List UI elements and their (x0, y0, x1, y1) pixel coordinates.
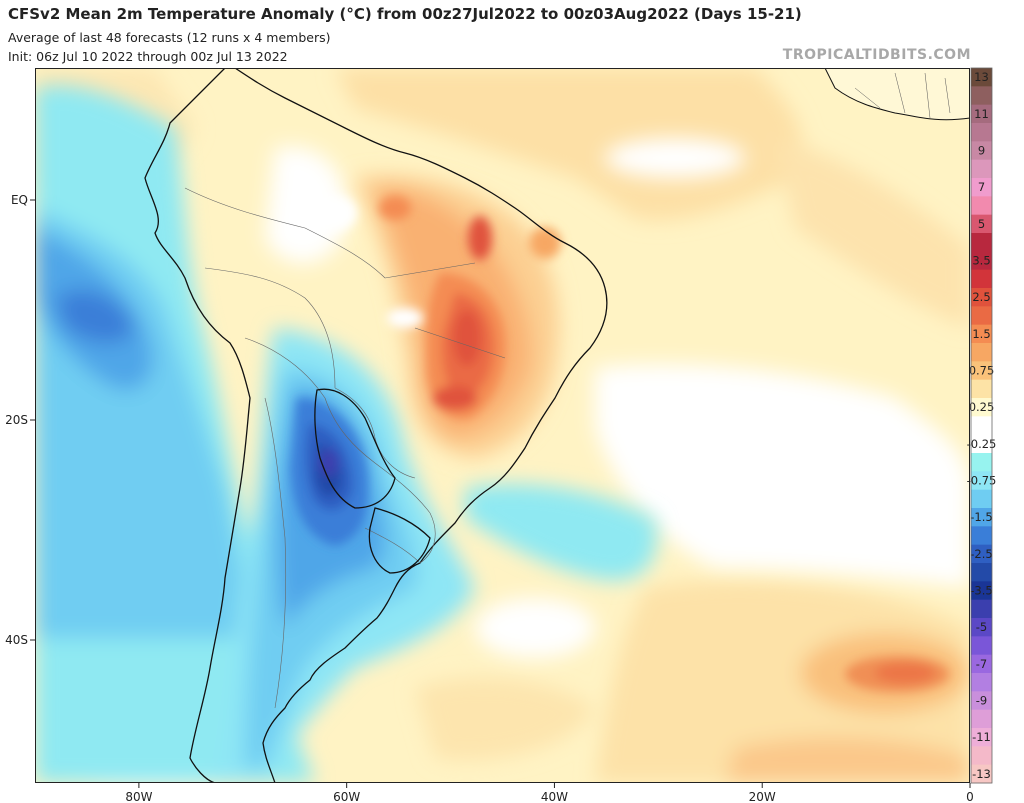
colorbar-swatch (971, 434, 992, 454)
colorbar-swatch (971, 104, 992, 124)
longitude-ticks: 80W 60W 40W 20W 0 (125, 783, 974, 803)
colorbar-label: 0.75 (969, 364, 995, 378)
lon-tick-label: 20W (749, 790, 776, 803)
south-america-coastline (144, 68, 608, 783)
colorbar-border (970, 67, 993, 784)
colorbar-label: 1.5 (972, 327, 990, 341)
latitude-ticks: EQ 20S 40S (5, 193, 35, 647)
anomaly-map (35, 68, 970, 783)
colorbar-label: 9 (978, 144, 985, 158)
colorbar-swatch (971, 379, 992, 399)
lat-tick-label: 20S (5, 413, 28, 427)
colorbar-swatch (971, 691, 992, 711)
chart-title: CFSv2 Mean 2m Temperature Anomaly (°C) f… (8, 5, 802, 23)
colorbar-label: -2.5 (970, 547, 992, 561)
colorbar-swatch (971, 654, 992, 674)
colorbar-swatch (971, 709, 992, 729)
colorbar-swatch (971, 86, 992, 106)
colorbar-label: -1.5 (970, 510, 992, 524)
lon-tick-label: 0 (966, 790, 974, 803)
colorbar-label: -0.75 (967, 474, 997, 488)
colorbar-swatch (971, 544, 992, 564)
colorbar-swatch (971, 214, 992, 234)
lat-tick-label: 40S (5, 633, 28, 647)
colorbar-swatch (971, 233, 992, 252)
colorbar-swatch (971, 398, 992, 417)
colorbar-label: -0.25 (967, 437, 997, 451)
colorbar-swatch (971, 123, 992, 142)
lat-tick-label: EQ (11, 193, 28, 207)
colorbar-swatch (971, 581, 992, 601)
colorbar-swatch (971, 251, 992, 271)
brand-watermark: TROPICALTIDBITS.COM (782, 47, 971, 63)
lon-tick-label: 60W (333, 790, 360, 803)
colorbar-swatch (971, 68, 992, 87)
colorbar-swatch (971, 764, 992, 784)
colorbar: 13 11 9 7 5 3.5 2.5 1.5 0.75 0.25 -0.25 -0.75 -1.5 -2… (967, 67, 997, 784)
colorbar-swatch (971, 159, 992, 179)
chart-subtitle-members: Average of last 48 forecasts (12 runs x … (8, 30, 331, 45)
colorbar-swatch (971, 343, 992, 362)
colorbar-swatch (971, 746, 992, 766)
colorbar-swatch (971, 361, 992, 381)
colorbar-label: 2.5 (972, 290, 990, 304)
colorbar-label: 5 (978, 217, 985, 231)
colorbar-swatch (971, 526, 992, 546)
chart-subtitle-init: Init: 06z Jul 10 2022 through 00z Jul 13… (8, 49, 288, 64)
colorbar-swatch (971, 599, 992, 619)
colorbar-swatch (971, 618, 992, 637)
lon-tick-label: 40W (541, 790, 568, 803)
colorbar-swatch (971, 471, 992, 491)
colorbar-label: 11 (974, 107, 989, 121)
colorbar-swatch (971, 636, 992, 656)
africa-land (824, 68, 970, 121)
colorbar-swatch (971, 269, 992, 289)
colorbar-label: -3.5 (970, 584, 992, 598)
colorbar-label: -7 (976, 657, 987, 671)
colorbar-label: -5 (976, 620, 987, 634)
colorbar-swatch (971, 288, 992, 307)
colorbar-label: 13 (974, 70, 989, 84)
colorbar-label: 0.25 (969, 400, 995, 414)
colorbar-swatch (971, 453, 992, 472)
colorbar-swatch (971, 324, 992, 344)
colorbar-swatch (971, 728, 992, 747)
colorbar-label: -13 (972, 767, 991, 781)
colorbar-swatch (971, 508, 992, 527)
colorbar-swatch (971, 673, 992, 692)
colorbar-swatch (971, 196, 992, 216)
cold-anomaly-regions (35, 85, 657, 783)
colorbar-label: 3.5 (972, 254, 990, 268)
colorbar-swatch (971, 178, 992, 197)
colorbar-label: 7 (978, 180, 985, 194)
lon-tick-label: 80W (125, 790, 152, 803)
colorbar-label: -9 (976, 694, 987, 708)
colorbar-swatch (971, 306, 992, 326)
country-borders (184, 187, 506, 709)
colorbar-swatch (971, 416, 992, 436)
colorbar-swatch (971, 563, 992, 582)
colorbar-swatch (971, 489, 992, 509)
colorbar-label: -11 (972, 730, 991, 744)
colorbar-swatch (971, 141, 992, 161)
